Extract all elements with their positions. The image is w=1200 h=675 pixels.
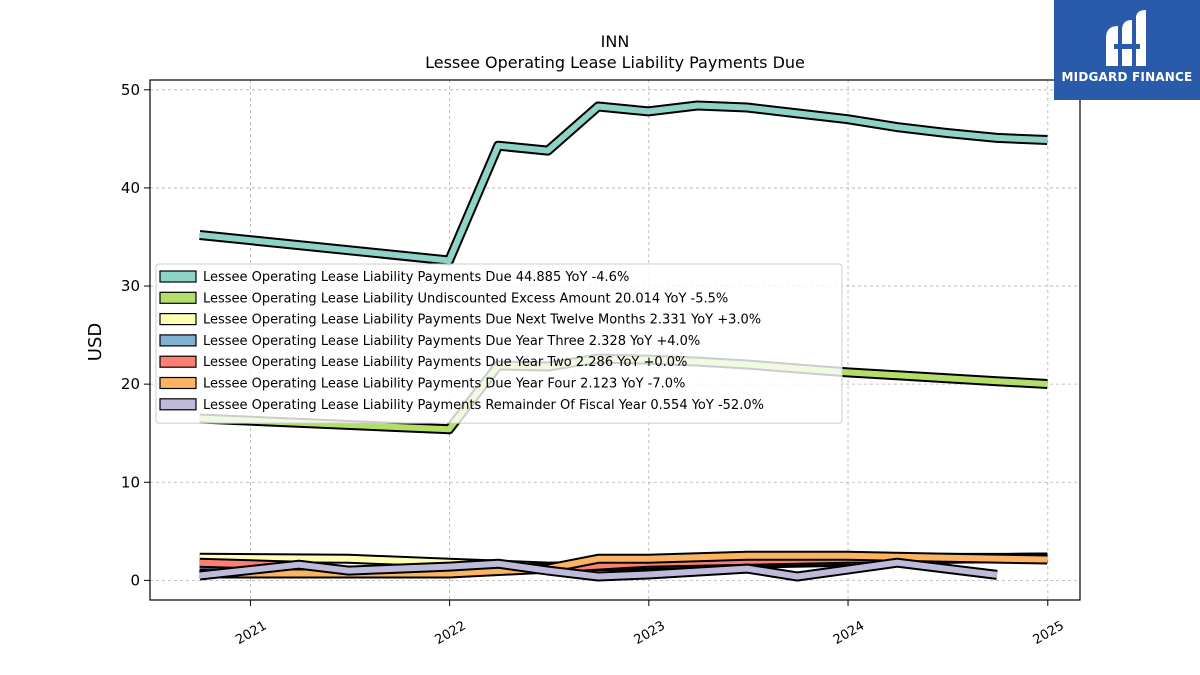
x-tick-label: 2021	[233, 618, 269, 648]
legend: Lessee Operating Lease Liability Payment…	[155, 263, 843, 424]
series-line	[199, 559, 998, 580]
y-axis-label: USD	[85, 323, 106, 361]
legend-swatch	[159, 291, 197, 304]
legend-swatch	[159, 376, 197, 390]
plot-frame	[149, 79, 1081, 601]
x-tick-label: 2025	[1031, 618, 1067, 648]
legend-box	[155, 263, 843, 424]
chart-title: INN	[601, 32, 630, 51]
legend-label: Lessee Operating Lease Liability Payment…	[203, 398, 764, 413]
legend-swatch	[159, 313, 197, 326]
brand-name: MIDGARD FINANCE	[1061, 70, 1193, 84]
legend-label: Lessee Operating Lease Liability Payment…	[203, 270, 629, 285]
legend-label: Lessee Operating Lease Liability Payment…	[203, 355, 687, 370]
y-tick-label: 20	[121, 375, 140, 393]
y-tick-label: 40	[121, 179, 140, 197]
legend-label: Lessee Operating Lease Liability Payment…	[203, 313, 761, 328]
x-tick-label: 2022	[432, 618, 468, 648]
legend-swatch	[159, 355, 197, 368]
series-line	[199, 102, 1048, 264]
chart-subtitle: Lessee Operating Lease Liability Payment…	[425, 53, 805, 72]
legend-label: Lessee Operating Lease Liability Payment…	[203, 377, 685, 392]
brand-logo-icon	[1106, 10, 1146, 66]
x-tick-label: 2024	[831, 618, 867, 648]
brand-logo: MIDGARD FINANCE	[1054, 0, 1200, 100]
legend-swatch	[159, 270, 197, 283]
y-tick-label: 30	[121, 277, 140, 295]
y-tick-label: 10	[121, 473, 140, 491]
legend-label: Lessee Operating Lease Liability Payment…	[203, 334, 700, 349]
y-tick-label: 0	[130, 571, 140, 589]
legend-swatch	[159, 334, 197, 347]
y-tick-label: 50	[121, 81, 140, 99]
legend-label: Lessee Operating Lease Liability Undisco…	[203, 291, 728, 306]
legend-swatch	[159, 398, 197, 411]
x-tick-label: 2023	[632, 618, 668, 648]
